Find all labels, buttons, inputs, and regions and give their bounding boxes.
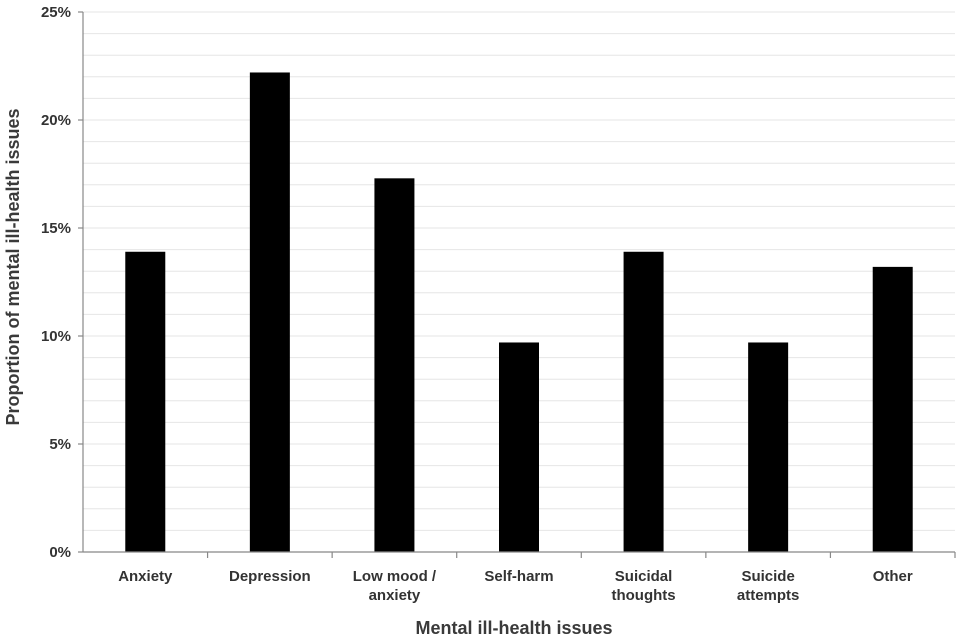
y-axis-title: Proportion of mental ill-health issues xyxy=(3,108,23,425)
bar xyxy=(872,266,913,552)
grid-lines xyxy=(83,11,955,531)
bar xyxy=(249,72,290,552)
x-tick-label: Other xyxy=(873,568,913,585)
y-tick-label: 0% xyxy=(49,544,71,561)
x-tick-label: Low mood / anxiety xyxy=(353,568,437,604)
bar xyxy=(125,251,166,552)
y-axis-ticks: 0% 5% 10% 15% 20% 25% xyxy=(41,4,83,561)
y-tick-label: 25% xyxy=(41,4,71,21)
y-tick-label: 15% xyxy=(41,220,71,237)
x-tick-label: Suicide attempts xyxy=(737,568,800,604)
bar xyxy=(374,178,415,552)
y-tick-label: 5% xyxy=(49,436,71,453)
bar xyxy=(499,342,539,552)
x-axis-title: Mental ill-health issues xyxy=(415,618,612,638)
bars xyxy=(125,72,913,552)
y-tick-label: 10% xyxy=(41,328,71,345)
y-tick-label: 20% xyxy=(41,112,71,129)
bar xyxy=(748,342,789,552)
x-tick-label: Self-harm xyxy=(484,568,553,585)
x-tick-label: Suicidal thoughts xyxy=(611,568,675,604)
x-axis-ticks: Anxiety Depression Low mood / anxiety Self-h… xyxy=(118,552,956,604)
bar xyxy=(623,251,664,552)
x-tick-label: Depression xyxy=(229,568,311,585)
x-tick-label: Anxiety xyxy=(118,568,173,585)
